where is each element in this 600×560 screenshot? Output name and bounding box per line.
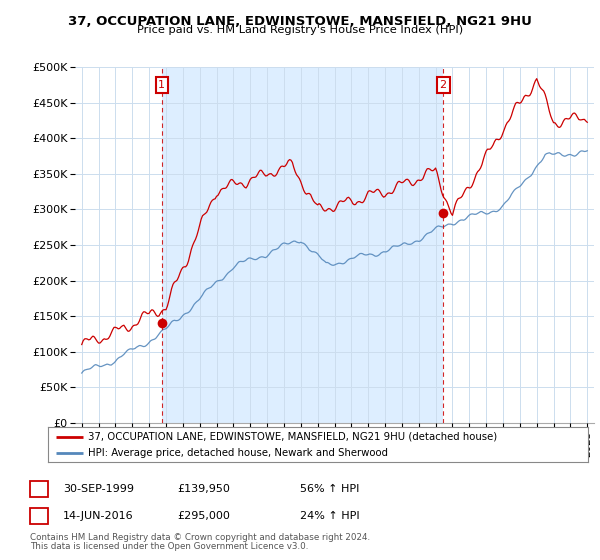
- Text: 37, OCCUPATION LANE, EDWINSTOWE, MANSFIELD, NG21 9HU (detached house): 37, OCCUPATION LANE, EDWINSTOWE, MANSFIE…: [89, 432, 498, 442]
- Text: Price paid vs. HM Land Registry's House Price Index (HPI): Price paid vs. HM Land Registry's House …: [137, 25, 463, 35]
- Text: 1: 1: [35, 484, 43, 494]
- Bar: [162, 67, 443, 423]
- Text: 2: 2: [35, 511, 43, 521]
- Text: £139,950: £139,950: [177, 484, 230, 494]
- Text: 56% ↑ HPI: 56% ↑ HPI: [300, 484, 359, 494]
- Text: 1: 1: [158, 80, 165, 90]
- Text: This data is licensed under the Open Government Licence v3.0.: This data is licensed under the Open Gov…: [30, 542, 308, 551]
- Text: 2: 2: [440, 80, 447, 90]
- Text: £295,000: £295,000: [177, 511, 230, 521]
- Text: 24% ↑ HPI: 24% ↑ HPI: [300, 511, 359, 521]
- Text: HPI: Average price, detached house, Newark and Sherwood: HPI: Average price, detached house, Newa…: [89, 449, 389, 458]
- Text: 14-JUN-2016: 14-JUN-2016: [63, 511, 134, 521]
- Text: 30-SEP-1999: 30-SEP-1999: [63, 484, 134, 494]
- Text: 37, OCCUPATION LANE, EDWINSTOWE, MANSFIELD, NG21 9HU: 37, OCCUPATION LANE, EDWINSTOWE, MANSFIE…: [68, 15, 532, 27]
- Text: Contains HM Land Registry data © Crown copyright and database right 2024.: Contains HM Land Registry data © Crown c…: [30, 533, 370, 542]
